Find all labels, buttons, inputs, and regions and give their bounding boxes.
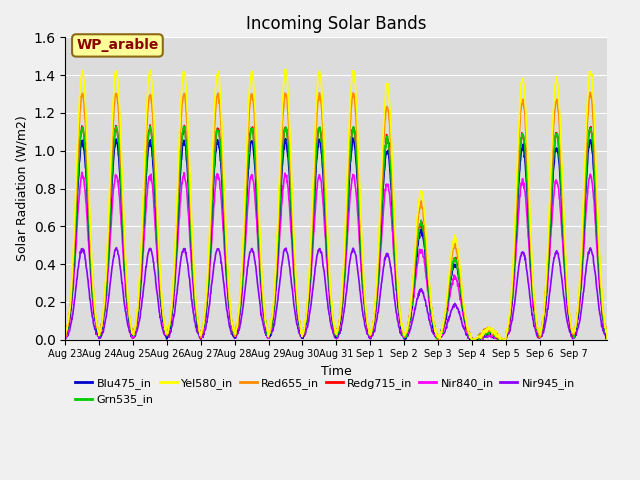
Redg715_in [323, 224, 330, 230]
Yel580_in [597, 276, 605, 282]
Nir840_in [434, 337, 442, 343]
Grn535_in [147, 124, 154, 130]
Nir945_in [597, 317, 605, 323]
Red655_in [586, 89, 594, 95]
Nir945_in [604, 337, 611, 343]
Yel580_in [61, 330, 69, 336]
Nir840_in [78, 169, 86, 175]
Grn535_in [61, 332, 69, 337]
Line: Grn535_in: Grn535_in [65, 126, 607, 340]
Red655_in [464, 326, 472, 332]
Grn535_in [604, 337, 611, 343]
Nir945_in [113, 245, 120, 251]
Yel580_in [468, 337, 476, 343]
Grn535_in [476, 337, 483, 343]
Text: WP_arable: WP_arable [76, 38, 159, 52]
Yel580_in [604, 337, 611, 343]
Redg715_in [312, 156, 320, 162]
Redg715_in [597, 291, 605, 297]
Nir840_in [147, 172, 154, 178]
Line: Yel580_in: Yel580_in [65, 69, 607, 340]
Nir945_in [323, 291, 330, 297]
Blu475_in [322, 226, 330, 232]
Yel580_in [282, 66, 289, 72]
Grn535_in [544, 259, 552, 265]
Blu475_in [147, 138, 154, 144]
Line: Red655_in: Red655_in [65, 92, 607, 340]
Nir840_in [465, 332, 472, 337]
Legend: Blu475_in, Grn535_in, Yel580_in, Red655_in, Redg715_in, Nir840_in, Nir945_in: Blu475_in, Grn535_in, Yel580_in, Red655_… [71, 373, 579, 410]
Blu475_in [466, 337, 474, 343]
Red655_in [597, 284, 605, 289]
Nir840_in [312, 196, 320, 202]
Blu475_in [465, 332, 472, 337]
Red655_in [468, 337, 476, 343]
Yel580_in [465, 325, 472, 331]
Grn535_in [465, 327, 472, 333]
Redg715_in [604, 337, 611, 343]
Line: Nir945_in: Nir945_in [65, 248, 607, 340]
Grn535_in [323, 226, 330, 231]
Grn535_in [312, 155, 320, 160]
Title: Incoming Solar Bands: Incoming Solar Bands [246, 15, 427, 33]
Redg715_in [147, 122, 154, 128]
Blu475_in [544, 261, 552, 266]
Blu475_in [61, 332, 69, 337]
Yel580_in [147, 70, 154, 75]
Red655_in [322, 200, 330, 205]
Nir945_in [147, 246, 154, 252]
Red655_in [147, 92, 154, 98]
Nir840_in [61, 332, 69, 338]
Y-axis label: Solar Radiation (W/m2): Solar Radiation (W/m2) [15, 116, 28, 262]
Nir945_in [544, 306, 552, 312]
Redg715_in [401, 337, 408, 343]
Nir945_in [465, 335, 472, 340]
Nir840_in [597, 301, 605, 307]
Line: Redg715_in: Redg715_in [65, 125, 607, 340]
Red655_in [61, 331, 69, 336]
Grn535_in [597, 288, 605, 294]
Blu475_in [604, 337, 611, 343]
Blu475_in [312, 175, 319, 180]
Blu475_in [597, 293, 605, 299]
Redg715_in [147, 127, 154, 133]
Red655_in [544, 255, 552, 261]
Line: Blu475_in: Blu475_in [65, 138, 607, 340]
Redg715_in [61, 332, 69, 338]
Nir945_in [312, 257, 320, 263]
Nir840_in [544, 277, 552, 283]
X-axis label: Time: Time [321, 365, 352, 378]
Red655_in [604, 337, 611, 343]
Nir945_in [61, 334, 69, 339]
Yel580_in [544, 240, 552, 246]
Line: Nir840_in: Nir840_in [65, 172, 607, 340]
Yel580_in [323, 193, 330, 199]
Redg715_in [544, 259, 552, 264]
Redg715_in [465, 330, 472, 336]
Red655_in [312, 132, 319, 138]
Blu475_in [349, 135, 356, 141]
Nir840_in [604, 337, 611, 343]
Nir840_in [323, 253, 330, 259]
Grn535_in [147, 123, 154, 129]
Yel580_in [312, 106, 320, 112]
Nir945_in [197, 337, 205, 343]
